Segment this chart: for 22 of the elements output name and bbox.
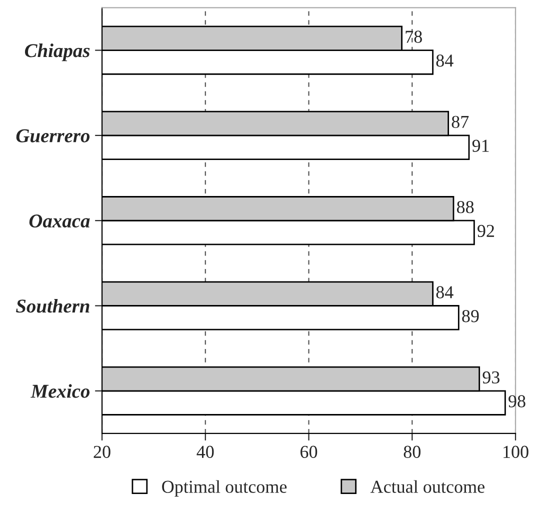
x-tick-label: 100: [504, 446, 528, 458]
data-label: 92: [478, 224, 494, 238]
y-tick-label: Oaxaca: [29, 214, 90, 228]
data-label: 93: [482, 371, 500, 384]
x-tick-label: 40: [196, 446, 214, 458]
data-label: 84: [436, 286, 454, 298]
data-label: 88: [456, 201, 474, 214]
data-label: 78: [406, 30, 422, 43]
x-tick-label: 80: [404, 446, 420, 458]
x-tick-label: 60: [300, 446, 318, 458]
y-tick-label: Mexico: [30, 384, 90, 398]
legend-label: Actual outcome: [370, 480, 484, 493]
x-tick-label: 20: [94, 446, 110, 458]
y-tick-label: Guerrero: [16, 129, 90, 142]
data-label: 84: [436, 54, 454, 67]
data-label: 87: [452, 116, 469, 128]
data-label: 91: [472, 140, 489, 152]
y-tick-label: Southern: [16, 299, 90, 313]
y-tick-label: Chiapas: [24, 44, 90, 62]
data-label: 89: [462, 310, 479, 322]
data-label: 98: [508, 395, 526, 408]
legend-label: Optimal outcome: [162, 480, 287, 497]
